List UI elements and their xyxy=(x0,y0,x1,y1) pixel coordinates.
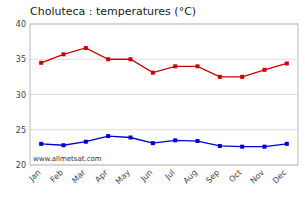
marker xyxy=(196,139,200,143)
marker xyxy=(151,71,155,75)
marker xyxy=(39,61,43,65)
marker xyxy=(62,143,66,147)
marker xyxy=(106,57,110,61)
x-tick-label: Jun xyxy=(138,168,154,184)
marker xyxy=(106,134,110,138)
series-group xyxy=(39,46,289,149)
marker xyxy=(218,75,222,79)
marker xyxy=(62,52,66,56)
x-tick-label: Dec xyxy=(271,168,288,185)
x-tick-label: Mar xyxy=(70,168,88,186)
marker xyxy=(84,46,88,50)
y-tick-label: 35 xyxy=(16,55,26,64)
marker xyxy=(173,64,177,68)
x-tick-label: Jan xyxy=(27,168,43,184)
y-tick-label: 25 xyxy=(16,126,26,135)
marker xyxy=(39,142,43,146)
annotation: www.allmetsat.com xyxy=(33,155,102,163)
series-line xyxy=(41,48,287,77)
x-tick-label: Aug xyxy=(182,168,199,185)
marker xyxy=(84,140,88,144)
marker xyxy=(285,142,289,146)
x-tick-label: Feb xyxy=(49,168,65,184)
marker xyxy=(151,141,155,145)
x-tick-label: May xyxy=(114,168,132,186)
marker xyxy=(263,145,267,149)
plot-frame xyxy=(30,24,298,165)
chart: Choluteca : temperatures (°C) 20 25 30 35 40 J… xyxy=(0,0,305,200)
x-tick-label: Apr xyxy=(93,168,110,185)
marker xyxy=(263,68,267,72)
series-line xyxy=(41,136,287,147)
grid-line xyxy=(30,129,298,130)
x-tick-label: Oct xyxy=(227,168,243,184)
marker xyxy=(173,138,177,142)
marker xyxy=(129,57,133,61)
marker xyxy=(196,64,200,68)
x-tick-label: Jul xyxy=(163,168,177,182)
x-tick-label: Nov xyxy=(249,168,267,186)
x-tick-label: Sep xyxy=(204,168,221,185)
title: Choluteca : temperatures (°C) xyxy=(30,5,196,18)
y-tick-label: 40 xyxy=(16,20,26,29)
grid-line xyxy=(30,59,298,60)
grid-line xyxy=(30,94,298,95)
y-tick-label: 20 xyxy=(16,161,26,170)
marker xyxy=(240,145,244,149)
marker xyxy=(285,61,289,65)
y-tick-label: 30 xyxy=(16,91,26,100)
marker xyxy=(218,144,222,148)
marker xyxy=(129,136,133,140)
marker xyxy=(240,75,244,79)
